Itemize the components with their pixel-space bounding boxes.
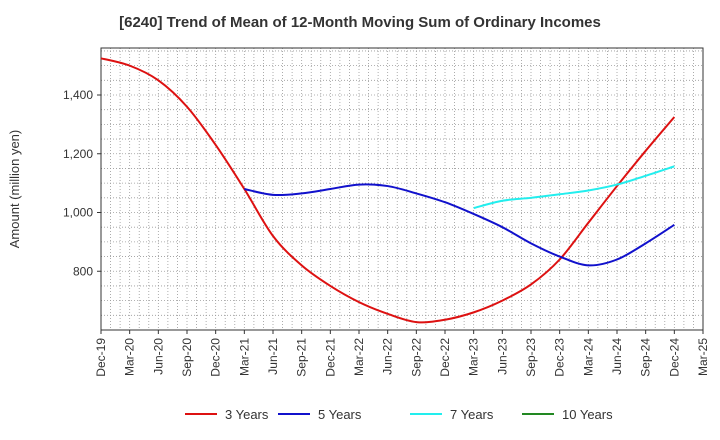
x-tick-label: Dec-20: [209, 338, 223, 377]
x-tick-label: Dec-22: [438, 338, 452, 377]
x-tick-label: Jun-24: [610, 338, 624, 375]
series-lines: [100, 57, 676, 324]
x-tick-label: Mar-24: [581, 338, 595, 376]
y-tick-label: 1,200: [63, 147, 93, 161]
x-tick-label: Sep-22: [409, 338, 423, 377]
x-tick-label: Mar-20: [123, 338, 137, 376]
x-tick-label: Mar-25: [696, 338, 710, 376]
x-tick-label: Mar-22: [352, 338, 366, 376]
legend-label-10-years: 10 Years: [562, 407, 613, 422]
x-tick-label: Sep-21: [295, 338, 309, 377]
legend-label-3-years: 3 Years: [225, 407, 269, 422]
x-tick-label: Jun-20: [151, 338, 165, 375]
legend-label-5-years: 5 Years: [318, 407, 362, 422]
x-tick-label: Dec-19: [94, 338, 108, 377]
x-tick-label: Mar-21: [237, 338, 251, 376]
chart-title: [6240] Trend of Mean of 12-Month Moving …: [119, 14, 601, 31]
legend: 3 Years 5 Years 7 Years 10 Years: [185, 407, 613, 422]
y-tick-label: 1,000: [63, 206, 93, 220]
legend-label-7-years: 7 Years: [450, 407, 494, 422]
series-line-3-years: [100, 57, 676, 324]
x-tick-label: Jun-21: [266, 338, 280, 375]
x-tick-label: Dec-24: [667, 338, 681, 377]
series-line-5-years: [244, 183, 675, 267]
x-tick-label: Sep-23: [524, 338, 538, 377]
series-line-7-years: [473, 165, 675, 210]
axes: 800 1,000 1,200 1,400 Dec-19 Mar-20 Jun-20 Sep-…: [7, 47, 710, 377]
x-tick-label: Sep-20: [180, 338, 194, 377]
x-tick-label: Dec-21: [323, 338, 337, 377]
x-tick-label: Jun-22: [381, 338, 395, 375]
x-tick-label: Dec-23: [553, 338, 567, 377]
y-tick-label: 800: [73, 264, 93, 278]
x-tick-label: Mar-23: [467, 338, 481, 376]
plot-area-border: [100, 47, 704, 331]
y-tick-label: 1,400: [63, 88, 93, 102]
x-tick-label: Sep-24: [639, 338, 653, 377]
y-axis-title: Amount (million yen): [7, 130, 22, 249]
x-tick-label: Jun-23: [495, 338, 509, 375]
